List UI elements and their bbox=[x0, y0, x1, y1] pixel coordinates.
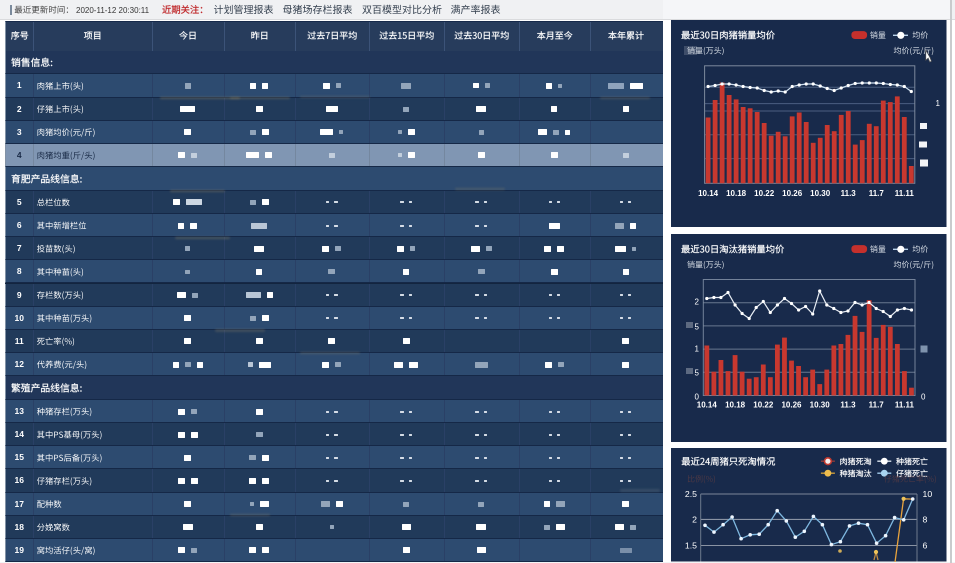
svg-text:0: 0 bbox=[921, 392, 926, 401]
svg-text:0: 0 bbox=[695, 392, 700, 401]
svg-text:10.26: 10.26 bbox=[781, 400, 802, 409]
svg-text:10.18: 10.18 bbox=[725, 400, 746, 409]
svg-text:1: 1 bbox=[936, 99, 941, 108]
svg-text:11.11: 11.11 bbox=[895, 400, 915, 409]
svg-text:1: 1 bbox=[695, 344, 700, 353]
svg-text:11.3: 11.3 bbox=[841, 188, 857, 197]
svg-text:5: 5 bbox=[695, 322, 700, 331]
svg-text:10: 10 bbox=[923, 489, 933, 499]
svg-text:10.26: 10.26 bbox=[782, 188, 803, 197]
svg-text:10.14: 10.14 bbox=[698, 188, 719, 197]
svg-text:11.7: 11.7 bbox=[869, 400, 885, 409]
svg-text:10.18: 10.18 bbox=[726, 188, 747, 197]
svg-text:10.22: 10.22 bbox=[753, 400, 774, 409]
svg-text:10.14: 10.14 bbox=[697, 400, 718, 409]
svg-text:10.30: 10.30 bbox=[810, 188, 831, 197]
svg-text:11.11: 11.11 bbox=[895, 188, 915, 197]
svg-text:5: 5 bbox=[695, 368, 700, 377]
svg-text:8: 8 bbox=[923, 515, 928, 525]
svg-text:10.30: 10.30 bbox=[810, 400, 831, 409]
svg-text:11.3: 11.3 bbox=[840, 400, 856, 409]
svg-text:11.7: 11.7 bbox=[869, 188, 885, 197]
svg-text:2: 2 bbox=[695, 297, 700, 306]
svg-text:2.5: 2.5 bbox=[685, 489, 697, 499]
svg-text:6: 6 bbox=[923, 541, 928, 551]
svg-text:2: 2 bbox=[692, 515, 697, 525]
svg-text:10.22: 10.22 bbox=[754, 188, 775, 197]
svg-text:1.5: 1.5 bbox=[685, 541, 697, 551]
